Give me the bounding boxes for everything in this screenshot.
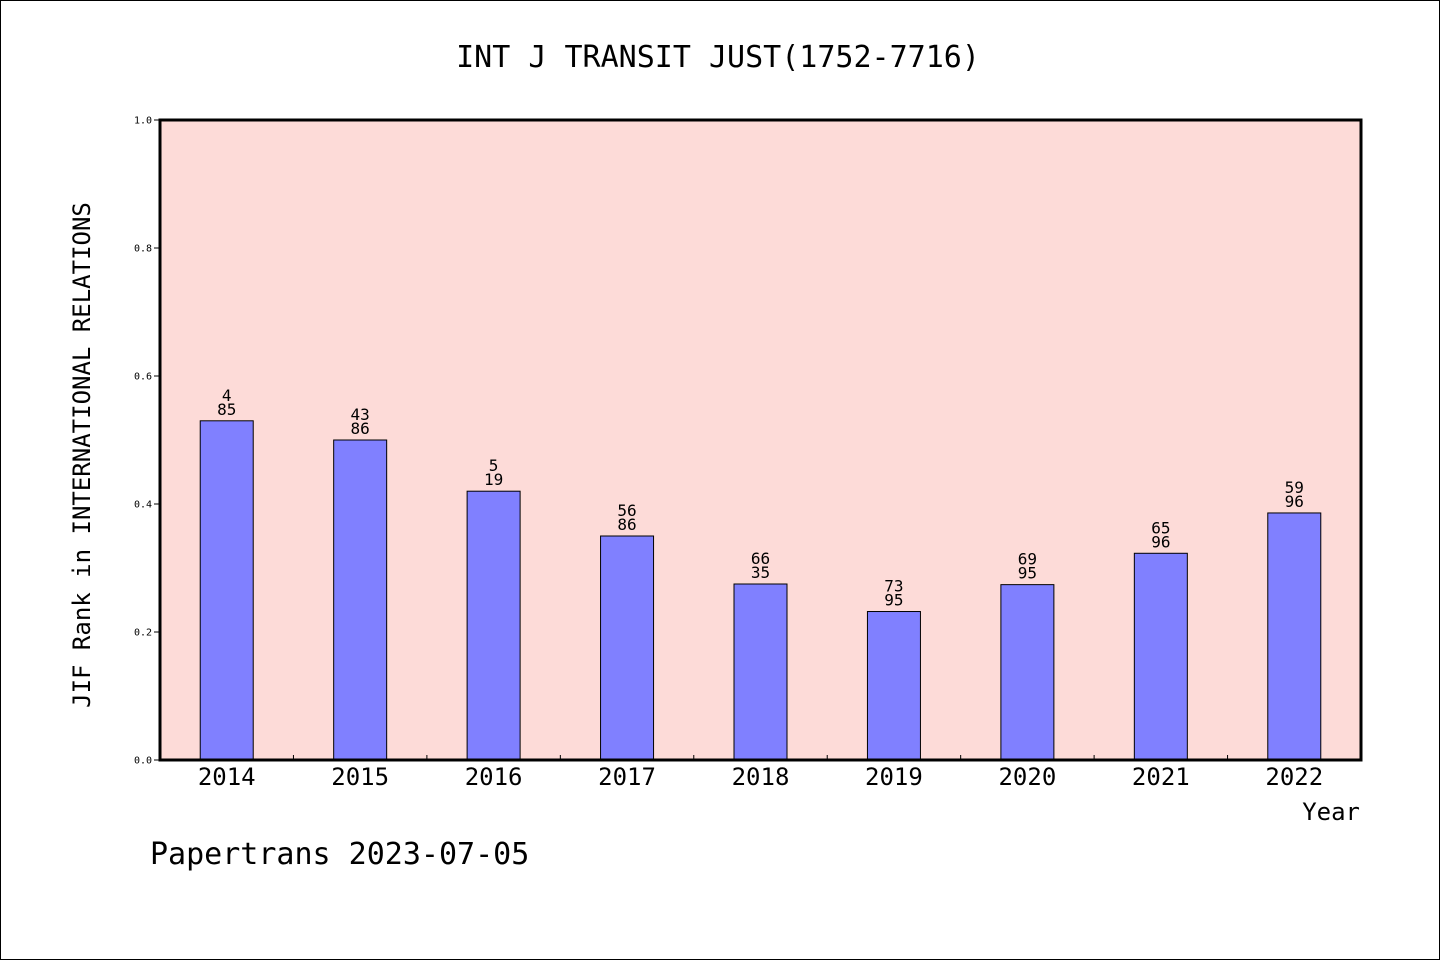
- bar-2022: [1267, 512, 1322, 761]
- rank-label-top-2017: 56: [617, 501, 636, 520]
- rank-label-top-2022: 59: [1285, 478, 1304, 497]
- rank-label-top-2016: 5: [489, 456, 499, 475]
- rank-label-top-2020: 69: [1018, 550, 1037, 569]
- y-tick-label-0.0: 0.0: [134, 756, 152, 767]
- x-tick-label-2019: 2019: [865, 763, 923, 791]
- y-axis-label: JIF Rank in INTERNATIONAL RELATIONS: [68, 202, 96, 708]
- x-tick-label-2022: 2022: [1265, 763, 1323, 791]
- bar-2017: [600, 535, 655, 761]
- bar-2016: [466, 490, 521, 761]
- x-tick-label-2017: 2017: [598, 763, 656, 791]
- y-tick-label-0.6: 0.6: [134, 372, 152, 383]
- rank-label-top-2019: 73: [884, 577, 903, 596]
- chart-title: INT J TRANSIT JUST(1752-7716): [456, 40, 980, 75]
- x-tick-label-2016: 2016: [465, 763, 523, 791]
- bar-2020: [1000, 584, 1055, 761]
- bars-group: [199, 420, 1322, 761]
- x-tick-label-2021: 2021: [1132, 763, 1190, 791]
- x-tick-label-2018: 2018: [732, 763, 790, 791]
- plot-border: [158, 118, 1363, 762]
- rank-label-bottom-2021: 96: [1151, 532, 1170, 551]
- rank-label-bottom-2018: 35: [751, 563, 770, 582]
- bar-2018: [733, 583, 788, 761]
- x-tick-label-2015: 2015: [331, 763, 389, 791]
- bar-2015: [333, 439, 388, 761]
- rank-label-bottom-2017: 86: [617, 515, 636, 534]
- x-axis: 2014 2015 2016 2017 2018 2019 2020 2021 2022: [198, 755, 1323, 791]
- y-tick-label-0.2: 0.2: [134, 628, 152, 639]
- rank-label-bottom-2015: 86: [351, 419, 370, 438]
- y-tick-label-0.4: 0.4: [134, 500, 152, 511]
- x-tick-label-2020: 2020: [998, 763, 1056, 791]
- y-tick-label-0.8: 0.8: [134, 244, 152, 255]
- rank-label-top-2014: 4: [222, 386, 232, 405]
- rank-label-top-2015: 43: [351, 405, 370, 424]
- bar-2014: [199, 420, 254, 761]
- rank-label-top-2018: 66: [751, 549, 770, 568]
- rank-label-top-2021: 65: [1151, 518, 1170, 537]
- rank-label-bottom-2019: 95: [884, 591, 903, 610]
- credit-text: Papertrans 2023-07-05: [150, 837, 529, 872]
- rank-label-bottom-2022: 96: [1285, 492, 1304, 511]
- rank-label-bottom-2016: 19: [484, 470, 503, 489]
- y-axis: 0.0 0.2 0.4 0.6 0.8 1.0: [134, 116, 160, 767]
- bar-2021: [1133, 552, 1188, 761]
- rank-label-bottom-2020: 95: [1018, 564, 1037, 583]
- bar-2019: [866, 611, 921, 761]
- x-tick-label-2014: 2014: [198, 763, 256, 791]
- y-tick-label-1.0: 1.0: [134, 116, 152, 127]
- x-axis-label: Year: [1302, 798, 1360, 826]
- rank-label-bottom-2014: 85: [217, 400, 236, 419]
